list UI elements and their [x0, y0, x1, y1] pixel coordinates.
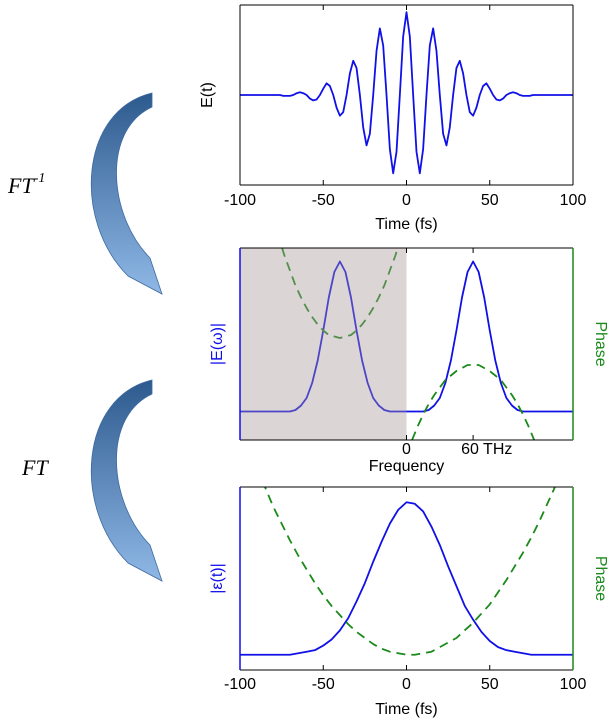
- x-tick-label: 60 THz: [461, 441, 512, 458]
- phase-line: [264, 487, 556, 656]
- ft-superscript: -1: [34, 171, 46, 186]
- plot-area: [240, 248, 573, 440]
- chart: -100 -50 0 50 100 Time (fs) E(t): [199, 4, 587, 233]
- plot-area: [240, 487, 573, 656]
- x-tick-label: 100: [560, 676, 587, 693]
- phase-line: [281, 248, 535, 440]
- x-axis-label: Time (fs): [375, 701, 438, 718]
- x-tick-label: -100: [224, 676, 256, 693]
- ft-label: FT: [21, 455, 49, 480]
- x-axis-label: Time (fs): [375, 216, 438, 233]
- chart: 0 60 THz Frequency |E(ω)| Phase: [209, 247, 609, 475]
- x-tick-label: 50: [481, 676, 499, 693]
- x-tick-label: -50: [312, 192, 335, 209]
- y-axis-label: |ε(t)|: [209, 563, 226, 594]
- inverse-ft-arrow: [90, 92, 163, 295]
- inverse-ft-label: FT-1: [7, 171, 45, 198]
- chart: -100 -50 0 50 100 Time (fs) |ε(t)| Phase: [209, 486, 609, 718]
- x-tick-label: -100: [224, 192, 256, 209]
- x-tick-label: 100: [560, 192, 587, 209]
- y-axis-label: |E(ω)|: [209, 323, 226, 365]
- plot-area: [240, 11, 573, 175]
- y2-axis-label: Phase: [592, 556, 609, 601]
- x-axis-label: Frequency: [369, 458, 445, 475]
- x-tick-label: 0: [402, 441, 411, 458]
- x-tick-label: -50: [312, 676, 335, 693]
- x-tick-label: 50: [481, 192, 499, 209]
- x-tick-label: 0: [402, 192, 411, 209]
- amplitude-line: [240, 11, 573, 175]
- y2-axis-label: Phase: [592, 321, 609, 366]
- amplitude-line: [240, 260, 573, 413]
- ft-text: FT: [7, 173, 35, 198]
- ft-arrow: [90, 379, 163, 582]
- y-axis-label: E(t): [199, 82, 216, 108]
- amplitude-line: [240, 501, 573, 656]
- negative-frequency-shade: [240, 248, 407, 440]
- x-tick-label: 0: [402, 676, 411, 693]
